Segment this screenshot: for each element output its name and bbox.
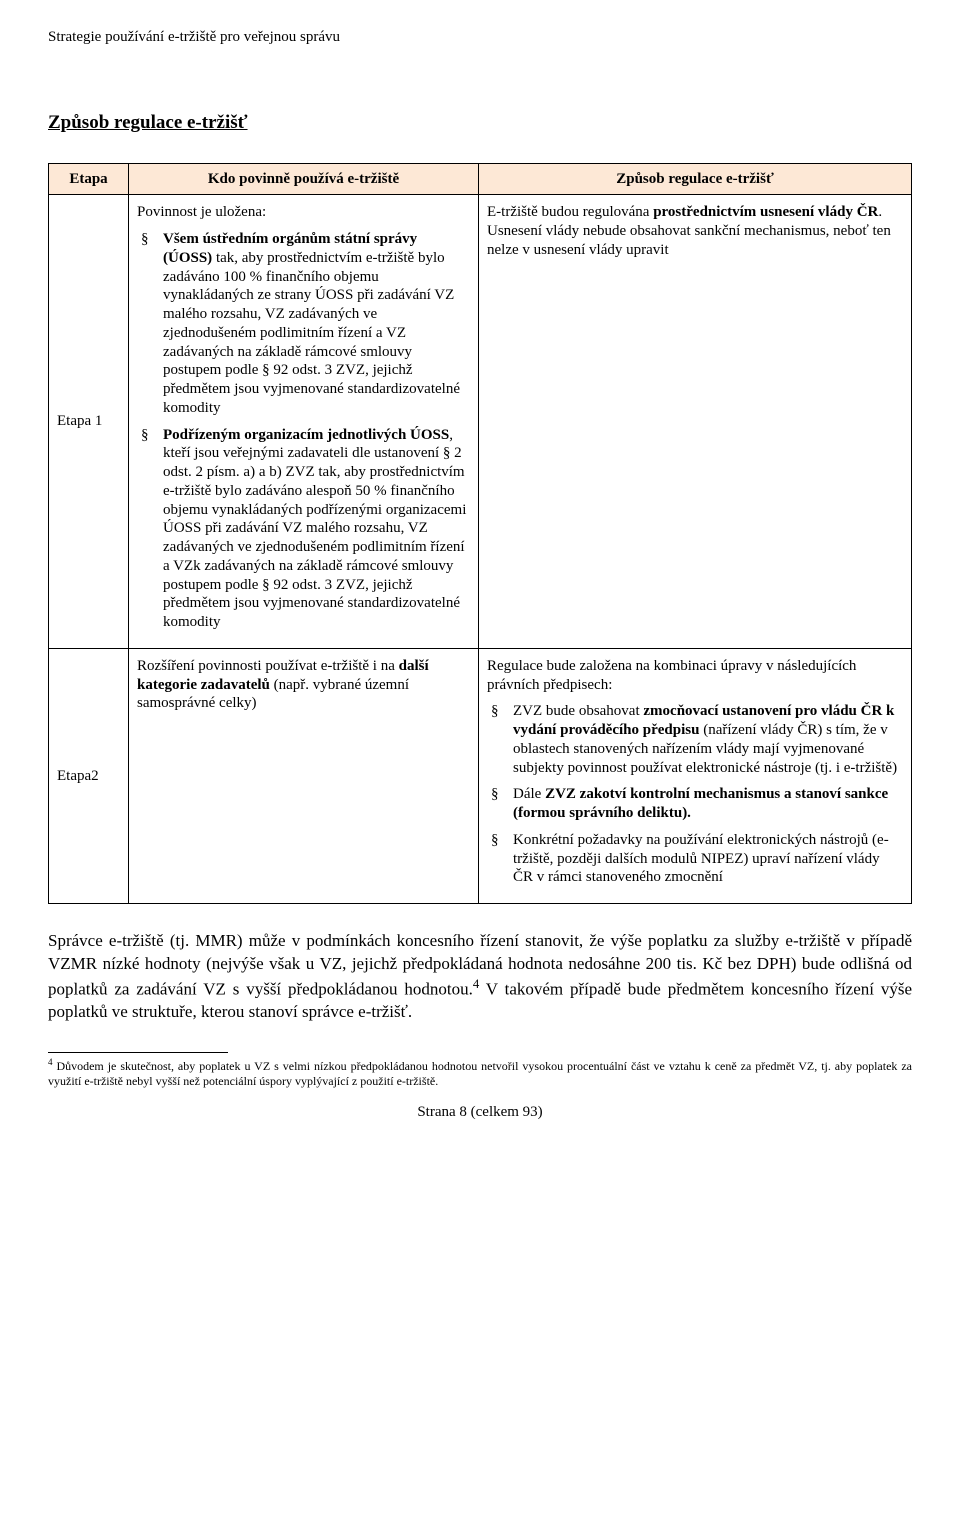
table-row: Etapa 1 Povinnost je uložena: § Všem úst… (49, 195, 912, 649)
cell-etapa1-label: Etapa 1 (49, 195, 129, 649)
list-item: § Podřízeným organizacím jednotlivých ÚO… (141, 426, 470, 632)
list-item: § Konkrétní požadavky na používání elekt… (491, 831, 903, 887)
section-title: Způsob regulace e-tržišť (48, 111, 912, 135)
footnote: 4 Důvodem je skutečnost, aby poplatek u … (48, 1057, 912, 1089)
th-kdo: Kdo povinně používá e-tržiště (129, 163, 479, 195)
page-footer: Strana 8 (celkem 93) (48, 1103, 912, 1122)
bullet-text: Všem ústředním orgánům státní správy (ÚO… (163, 230, 470, 418)
etapa2-intro: Regulace bude založena na kombinaci úpra… (487, 657, 903, 695)
bullet-text: Dále ZVZ zakotví kontrolní mechanismus a… (513, 785, 903, 823)
list-item: § Všem ústředním orgánům státní správy (… (141, 230, 470, 418)
bullet-text: ZVZ bude obsahovat zmocňovací ustanovení… (513, 702, 903, 777)
body-paragraph: Správce e-tržiště (tj. MMR) může v podmí… (48, 930, 912, 1024)
table-header-row: Etapa Kdo povinně používá e-tržiště Způs… (49, 163, 912, 195)
bullet-icon: § (141, 426, 163, 632)
bullet-icon: § (491, 831, 513, 887)
footnote-text: Důvodem je skutečnost, aby poplatek u VZ… (48, 1059, 912, 1088)
list-item: § Dále ZVZ zakotví kontrolní mechanismus… (491, 785, 903, 823)
list-item: § ZVZ bude obsahovat zmocňovací ustanove… (491, 702, 903, 777)
footnote-separator (48, 1052, 228, 1053)
table-row: Etapa2 Rozšíření povinnosti používat e-t… (49, 648, 912, 903)
bullet-icon: § (491, 702, 513, 777)
cell-etapa1-zpusob: E-tržiště budou regulována prostřednictv… (479, 195, 912, 649)
cell-etapa1-kdo: Povinnost je uložena: § Všem ústředním o… (129, 195, 479, 649)
bullet-text: Konkrétní požadavky na používání elektro… (513, 831, 903, 887)
etapa1-intro: Povinnost je uložena: (137, 203, 470, 222)
th-zpusob: Způsob regulace e-tržišť (479, 163, 912, 195)
document-header: Strategie používání e-tržiště pro veřejn… (48, 28, 912, 47)
bullet-icon: § (491, 785, 513, 823)
cell-etapa2-label: Etapa2 (49, 648, 129, 903)
bullet-icon: § (141, 230, 163, 418)
regulation-table: Etapa Kdo povinně používá e-tržiště Způs… (48, 163, 912, 905)
th-etapa: Etapa (49, 163, 129, 195)
cell-etapa2-zpusob: Regulace bude založena na kombinaci úpra… (479, 648, 912, 903)
bullet-text: Podřízeným organizacím jednotlivých ÚOSS… (163, 426, 470, 632)
cell-etapa2-kdo: Rozšíření povinnosti používat e-tržiště … (129, 648, 479, 903)
